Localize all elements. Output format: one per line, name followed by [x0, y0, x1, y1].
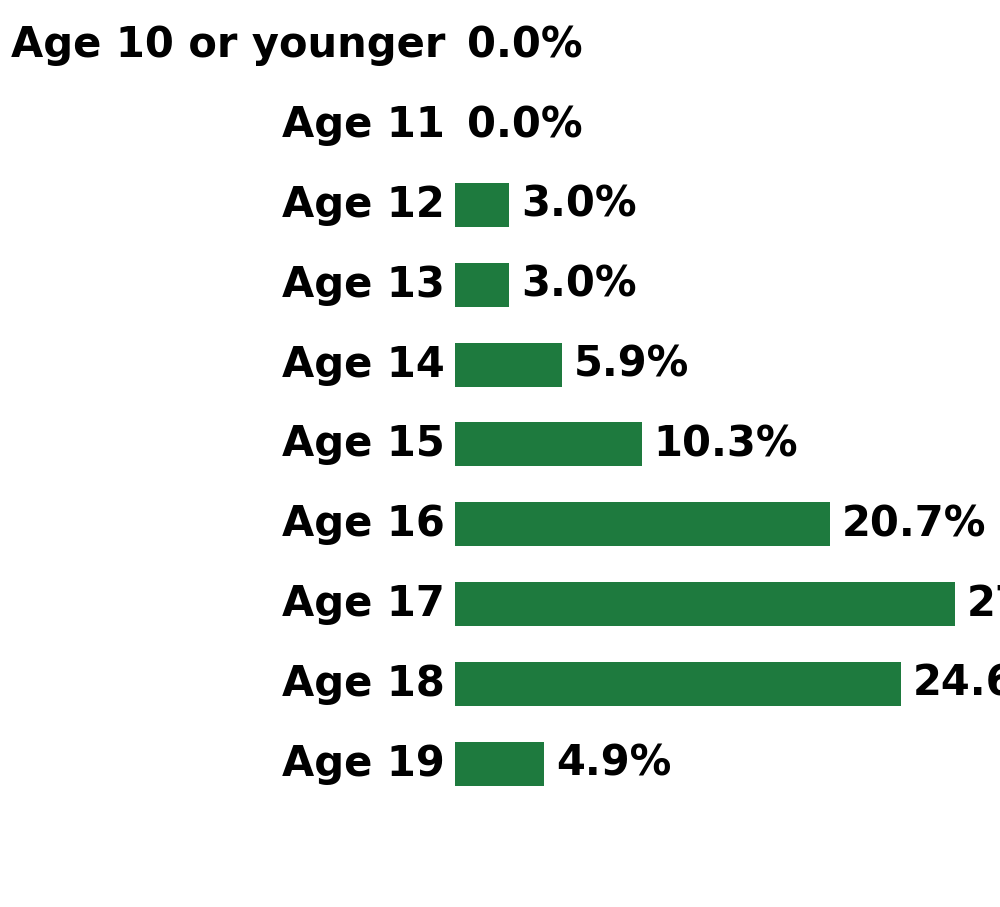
- Text: 27.6%: 27.6%: [967, 583, 1000, 625]
- Text: Age 13: Age 13: [282, 264, 445, 306]
- Text: Age 12: Age 12: [282, 184, 445, 226]
- Text: Age 11: Age 11: [282, 104, 445, 146]
- Text: Age 16: Age 16: [282, 503, 445, 545]
- Text: 5.9%: 5.9%: [574, 344, 689, 385]
- Text: 0.0%: 0.0%: [467, 24, 583, 66]
- Text: Age 19: Age 19: [282, 743, 445, 785]
- Text: Age 14: Age 14: [282, 344, 445, 385]
- Text: 10.3%: 10.3%: [654, 424, 798, 465]
- Text: 3.0%: 3.0%: [521, 184, 637, 226]
- Text: 3.0%: 3.0%: [521, 264, 637, 306]
- Text: 20.7%: 20.7%: [842, 503, 986, 545]
- Text: Age 18: Age 18: [282, 663, 445, 705]
- Text: 0.0%: 0.0%: [467, 104, 583, 146]
- Text: Age 10 or younger: Age 10 or younger: [11, 24, 445, 66]
- Text: 24.6%: 24.6%: [913, 663, 1000, 705]
- Text: Age 17: Age 17: [282, 583, 445, 625]
- Text: Age 15: Age 15: [282, 424, 445, 465]
- Text: 4.9%: 4.9%: [556, 743, 671, 785]
